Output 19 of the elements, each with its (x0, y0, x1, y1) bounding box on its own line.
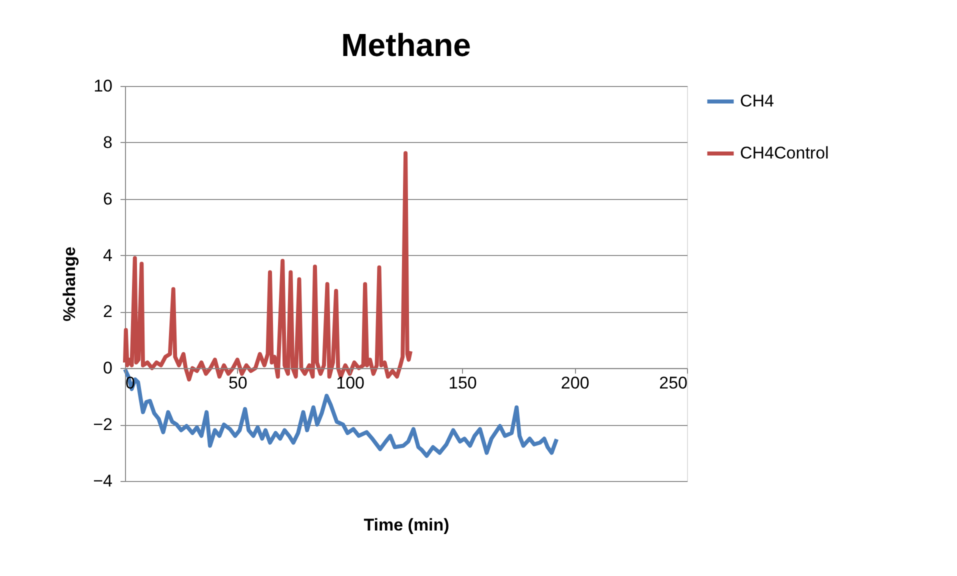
legend-label: CH4Control (740, 144, 829, 162)
y-tick-label: −2 (93, 415, 112, 434)
line-series (123, 367, 559, 458)
y-tick-label: 0 (103, 358, 112, 378)
x-tick-label: 150 (448, 374, 477, 393)
y-tick-label: 8 (103, 132, 112, 152)
y-tick-label: 4 (103, 246, 112, 265)
x-tick-label: 250 (659, 374, 688, 393)
y-axis-title: %change (60, 246, 80, 322)
x-axis-title: Time (min) (364, 516, 450, 534)
chart-title: Methane (341, 27, 471, 63)
x-tick-label: 50 (228, 374, 248, 393)
x-tick-label: 100 (336, 374, 364, 393)
y-tick-label: 10 (94, 76, 112, 96)
x-tick-label: 200 (560, 374, 590, 393)
y-tick-label: 6 (103, 189, 112, 208)
legend-label: CH4 (740, 92, 774, 110)
y-tick-label: −4 (93, 472, 112, 490)
y-tick-label: 2 (103, 302, 112, 322)
